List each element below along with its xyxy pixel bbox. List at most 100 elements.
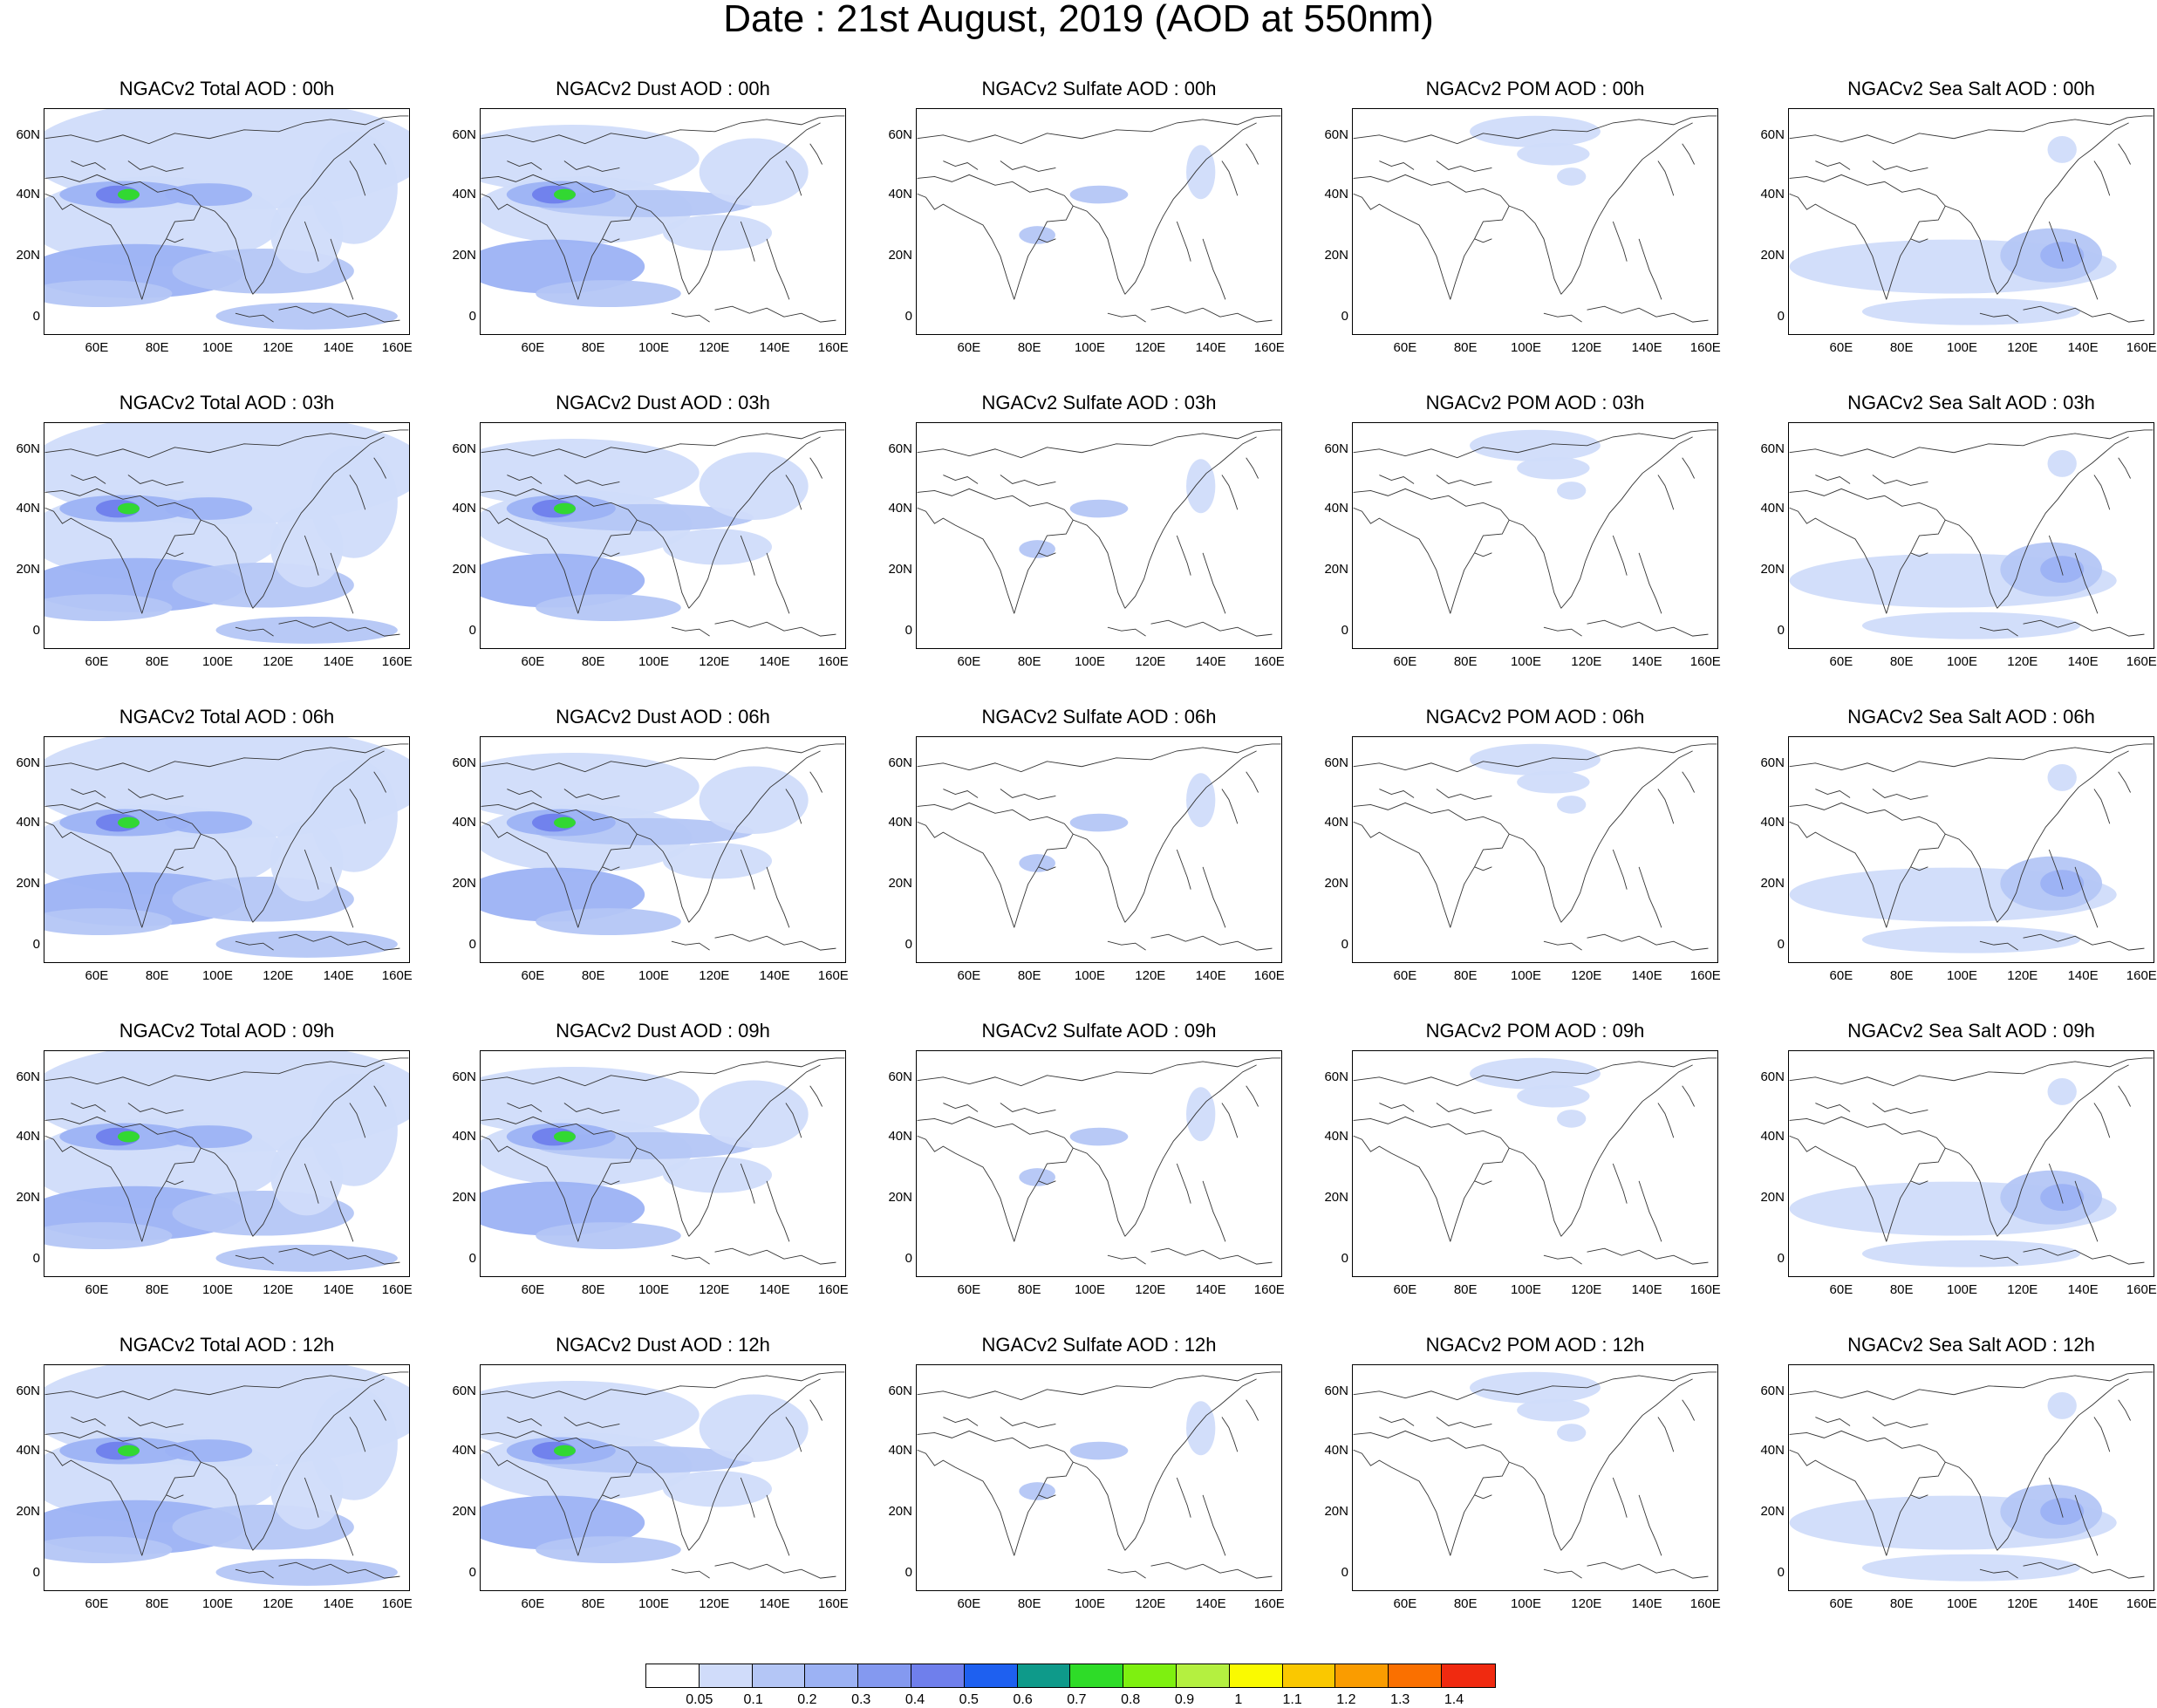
longitude-tick-label: 140E xyxy=(1195,1596,1226,1611)
coastline xyxy=(740,849,755,890)
longitude-tick-label: 160E xyxy=(2126,654,2157,669)
colorbar-label: 0.4 xyxy=(904,1692,925,1707)
coastline xyxy=(1107,1254,1146,1265)
coastline xyxy=(1560,436,1693,609)
latitude-tick-label: 0 xyxy=(32,937,40,953)
coastline xyxy=(166,552,184,557)
coastline xyxy=(1246,143,1259,165)
colorbar-swatch xyxy=(752,1664,806,1687)
aod-field-blob xyxy=(481,1495,645,1550)
coastline xyxy=(1038,552,1056,557)
coastline xyxy=(2023,619,2145,637)
coastline xyxy=(671,312,710,323)
coastline xyxy=(917,429,1281,459)
latitude-tick-label: 20N xyxy=(1324,876,1348,891)
aod-field-blob xyxy=(699,138,809,206)
longitude-tick-label: 60E xyxy=(1393,968,1417,983)
coastline xyxy=(1945,1147,1998,1237)
coastline xyxy=(1657,161,1675,196)
coastline xyxy=(1202,1494,1226,1556)
latitude-tick-label: 0 xyxy=(1777,1565,1785,1581)
coastline xyxy=(1474,1494,1492,1500)
coastline xyxy=(1587,1247,1709,1265)
coastline xyxy=(1560,1064,1693,1237)
longitude-tick-label: 160E xyxy=(1689,340,1721,355)
coastline xyxy=(917,1449,1015,1556)
coastline xyxy=(809,1399,823,1421)
aod-field-blob xyxy=(1019,1482,1055,1500)
coastline xyxy=(1587,619,1709,637)
coastline xyxy=(1509,833,1562,923)
coastline xyxy=(1379,789,1415,798)
coastline xyxy=(481,1430,638,1556)
coastline xyxy=(1436,1417,1492,1428)
longitude-tick-label: 140E xyxy=(2067,1282,2099,1297)
coastline xyxy=(766,1494,790,1556)
aod-field-blob xyxy=(663,529,773,565)
latitude-tick-label: 0 xyxy=(1341,937,1348,953)
aod-field-blob xyxy=(2047,1391,2077,1419)
latitude-tick-label: 40N xyxy=(1760,500,1785,516)
coastline xyxy=(1038,1494,1056,1500)
coastline xyxy=(1979,1254,2018,1265)
coastline xyxy=(1612,221,1628,262)
colorbar-swatch xyxy=(1282,1664,1336,1687)
aod-field-blob xyxy=(1469,1371,1601,1404)
longitude-tick-label: 120E xyxy=(263,968,294,983)
aod-field-blob xyxy=(1069,813,1129,832)
coastline xyxy=(330,552,354,614)
coastline xyxy=(71,1103,106,1112)
coastline xyxy=(917,821,1015,928)
aod-field-blob xyxy=(481,867,645,922)
aod-field-blob xyxy=(2040,556,2085,584)
latitude-tick-label: 0 xyxy=(32,1565,40,1581)
aod-field-blob xyxy=(2047,763,2077,791)
aod-field-blob xyxy=(44,1536,173,1564)
coastline xyxy=(166,1494,184,1500)
coastline xyxy=(2118,1085,2131,1107)
coastline xyxy=(671,940,710,951)
coastline xyxy=(1509,519,1562,609)
coastline xyxy=(1789,193,1887,300)
latitude-tick-label: 40N xyxy=(452,186,476,202)
latitude-tick-label: 0 xyxy=(468,623,476,639)
latitude-tick-label: 20N xyxy=(452,876,476,891)
aod-field-blob xyxy=(270,192,344,274)
coastline xyxy=(688,122,821,295)
coastline xyxy=(235,940,274,951)
coastline xyxy=(1436,475,1492,486)
coastline xyxy=(809,1085,823,1107)
coastline xyxy=(1246,1399,1259,1421)
longitude-tick-label: 80E xyxy=(1453,968,1478,983)
coastline xyxy=(1638,1494,1662,1556)
colorbar-label: 0.3 xyxy=(851,1692,871,1707)
latitude-tick-label: 20N xyxy=(888,248,912,263)
coastline xyxy=(1436,789,1492,800)
coastline xyxy=(2074,1494,2099,1556)
coastline xyxy=(1872,1417,1928,1428)
coastline xyxy=(943,475,979,484)
coastline xyxy=(688,1378,821,1551)
coastline xyxy=(1073,519,1126,609)
longitude-tick-label: 100E xyxy=(638,968,670,983)
coastline xyxy=(1789,174,1946,300)
latitude-tick-label: 40N xyxy=(1324,186,1348,202)
coastline xyxy=(1353,488,1510,614)
longitude-tick-label: 80E xyxy=(1453,1282,1478,1297)
coastline xyxy=(1789,1371,2154,1401)
latitude-tick-label: 60N xyxy=(1760,441,1785,457)
longitude-tick-label: 80E xyxy=(145,1282,169,1297)
coastline xyxy=(44,821,143,928)
coastline xyxy=(1150,305,1273,323)
aod-map-panel xyxy=(1352,1364,1718,1591)
longitude-tick-label: 80E xyxy=(1889,1282,1914,1297)
coastline xyxy=(304,1163,319,1204)
longitude-tick-label: 60E xyxy=(521,1596,545,1611)
aod-map-panel xyxy=(1788,1364,2154,1591)
latitude-tick-label: 40N xyxy=(1760,1128,1785,1144)
coastline xyxy=(2048,221,2064,262)
coastline xyxy=(481,743,845,773)
latitude-tick-label: 0 xyxy=(32,1251,40,1267)
coastline xyxy=(563,789,620,800)
aod-field-blob xyxy=(1469,1057,1601,1090)
